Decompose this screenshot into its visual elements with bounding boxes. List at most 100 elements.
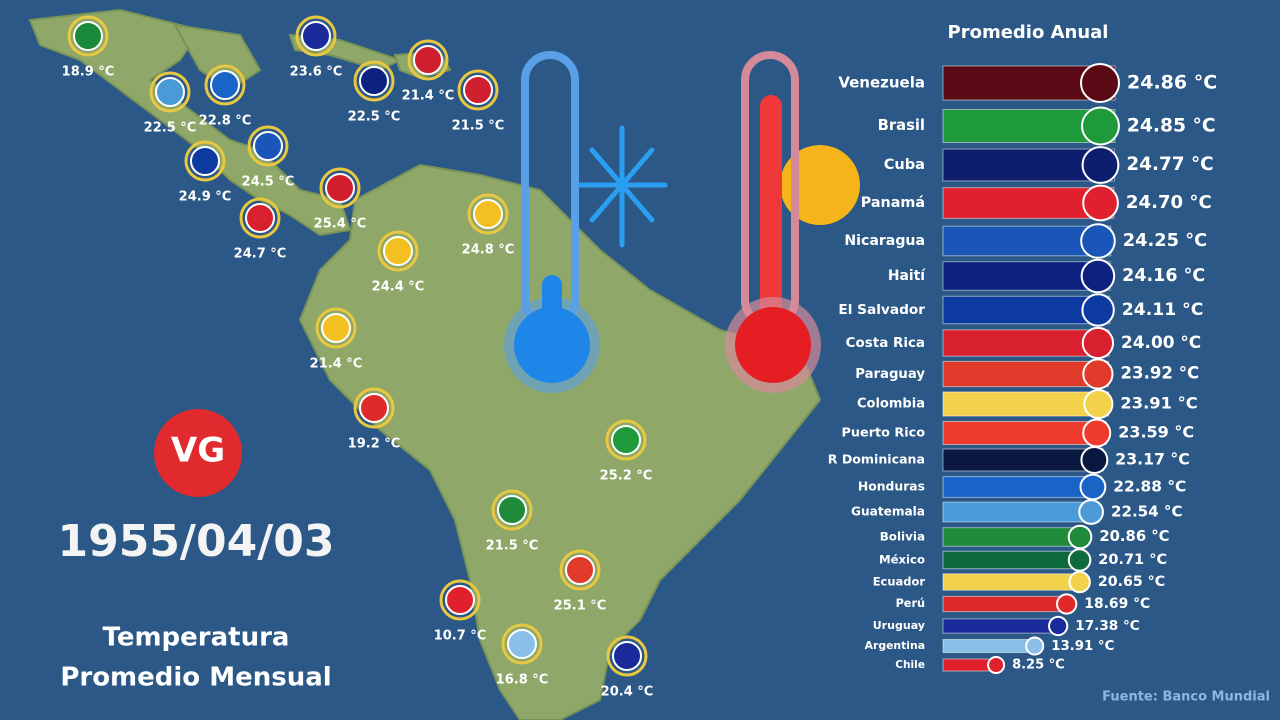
map-temperature: 22.8 °C bbox=[199, 114, 252, 129]
cold-thermometer bbox=[504, 51, 668, 393]
flag-icon bbox=[1080, 258, 1116, 294]
flag-icon bbox=[1081, 146, 1120, 184]
subtitle-line: Promedio Mensual bbox=[60, 663, 331, 693]
value-label: 24.16 °C bbox=[1122, 266, 1205, 286]
value-label: 24.00 °C bbox=[1121, 332, 1201, 352]
value-label: 24.85 °C bbox=[1127, 116, 1216, 137]
category-label: Nicaragua bbox=[844, 233, 925, 249]
value-label: 22.88 °C bbox=[1113, 478, 1186, 496]
sun bbox=[780, 145, 860, 225]
bar bbox=[942, 595, 1073, 613]
category-label: El Salvador bbox=[838, 302, 925, 318]
flag-ring bbox=[184, 140, 226, 182]
value-label: 22.54 °C bbox=[1111, 503, 1183, 521]
flag-ring bbox=[295, 15, 337, 57]
flag-icon bbox=[1080, 223, 1116, 259]
flag-ring bbox=[247, 125, 289, 167]
logo-circle bbox=[154, 409, 242, 497]
flag-ring bbox=[239, 197, 281, 239]
source: Fuente: Banco Mundial bbox=[1102, 690, 1270, 705]
bar bbox=[942, 501, 1100, 523]
flag-icon bbox=[497, 495, 527, 525]
category-label: Guatemala bbox=[851, 505, 925, 519]
value-label: 20.71 °C bbox=[1098, 552, 1167, 568]
value-label: 17.38 °C bbox=[1075, 618, 1140, 634]
category-label: Honduras bbox=[858, 480, 925, 494]
category-label: Paraguay bbox=[855, 367, 925, 382]
flag-icon bbox=[1078, 499, 1104, 525]
flag-ring bbox=[319, 167, 361, 209]
bar bbox=[942, 329, 1110, 357]
category-label: Panamá bbox=[861, 195, 925, 211]
flag-icon bbox=[1080, 63, 1120, 103]
flag-icon bbox=[612, 641, 642, 671]
category-label: Perú bbox=[896, 597, 925, 610]
category-label: Brasil bbox=[878, 117, 925, 134]
flag-icon bbox=[1025, 636, 1045, 656]
flag-icon bbox=[565, 555, 595, 585]
flag-icon bbox=[155, 77, 185, 107]
flag-icon bbox=[359, 393, 389, 423]
map-temperature: 21.4 °C bbox=[310, 357, 363, 372]
map-temperature: 24.9 °C bbox=[179, 190, 232, 205]
map-temperature: 23.6 °C bbox=[290, 65, 343, 80]
flag-ring bbox=[149, 71, 191, 113]
category-label: Ecuador bbox=[873, 575, 926, 589]
flag-icon bbox=[190, 146, 220, 176]
bar bbox=[942, 476, 1102, 498]
value-label: 13.91 °C bbox=[1051, 639, 1114, 654]
map-temperature: 25.1 °C bbox=[554, 599, 607, 614]
flag-icon bbox=[1080, 446, 1109, 474]
flag-ring bbox=[467, 193, 509, 235]
map-temperature: 21.5 °C bbox=[486, 539, 539, 554]
flag-icon bbox=[321, 313, 351, 343]
map-temperature: 24.7 °C bbox=[234, 247, 287, 262]
thermo-fill bbox=[760, 95, 782, 355]
flag-icon bbox=[210, 70, 240, 100]
flag-icon bbox=[301, 21, 331, 51]
snowflake bbox=[577, 125, 668, 248]
thermo-fill bbox=[542, 275, 562, 345]
flag-icon bbox=[245, 203, 275, 233]
flag-ring bbox=[605, 419, 647, 461]
map-temperature: 18.9 °C bbox=[62, 65, 115, 80]
flag-ring bbox=[491, 489, 533, 531]
category-label: R Dominicana bbox=[828, 452, 925, 467]
chart-title: Promedio Anual bbox=[948, 22, 1109, 43]
bar bbox=[942, 360, 1109, 388]
flag-ring bbox=[315, 307, 357, 349]
value-label: 24.70 °C bbox=[1126, 192, 1212, 213]
bar bbox=[942, 550, 1087, 570]
flag-icon bbox=[253, 131, 283, 161]
value-label: 23.91 °C bbox=[1120, 394, 1197, 413]
flag-icon bbox=[1081, 106, 1120, 146]
flag-icon bbox=[473, 199, 503, 229]
map-temperature: 22.5 °C bbox=[348, 110, 401, 125]
bar bbox=[942, 527, 1088, 547]
flag-icon bbox=[1082, 418, 1112, 448]
map-temperature: 24.4 °C bbox=[372, 280, 425, 295]
flag-ring bbox=[457, 69, 499, 111]
flag-icon bbox=[1081, 293, 1115, 327]
value-label: 23.17 °C bbox=[1115, 450, 1189, 469]
category-label: Puerto Rico bbox=[842, 426, 926, 441]
value-label: 18.69 °C bbox=[1084, 596, 1150, 612]
flag-icon bbox=[1079, 473, 1107, 501]
flag-ring bbox=[67, 15, 109, 57]
thermo-bulb bbox=[735, 307, 811, 383]
flag-icon bbox=[383, 236, 413, 266]
flag-icon bbox=[73, 21, 103, 51]
flag-icon bbox=[359, 66, 389, 96]
map-temperature: 21.5 °C bbox=[452, 119, 505, 134]
flag-ring bbox=[559, 549, 601, 591]
flag-ring bbox=[439, 579, 481, 621]
value-label: 20.65 °C bbox=[1098, 574, 1165, 590]
map-labels: 18.9 °C 23.6 °C21.4 °C22.5 °C 22.8 °C 22.5 … bbox=[62, 15, 653, 700]
logo: VG bbox=[171, 431, 225, 471]
value-label: 24.11 °C bbox=[1122, 300, 1204, 320]
bar-chart: Venezuela 24.86 °C Brasil 24.85 °C Cuba 24.77… bbox=[828, 63, 1217, 674]
flag-ring bbox=[353, 387, 395, 429]
value-label: 24.86 °C bbox=[1127, 72, 1217, 94]
map-temperature: 16.8 °C bbox=[496, 673, 549, 688]
